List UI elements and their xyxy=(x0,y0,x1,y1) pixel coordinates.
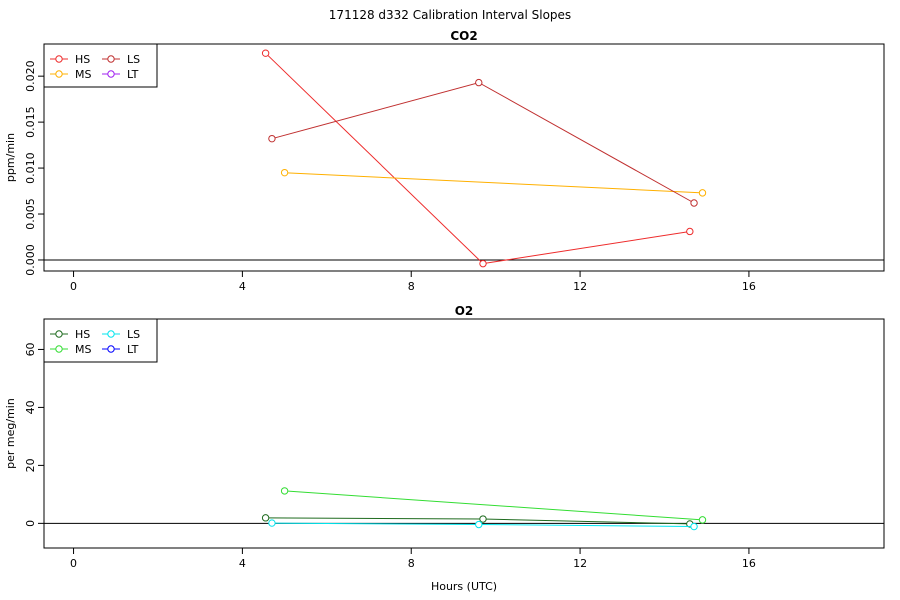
o2-data-point-hs xyxy=(261,514,270,522)
o2-legend-marker-hs xyxy=(55,330,63,338)
co2-x-tick-label: 0 xyxy=(70,280,77,293)
co2-legend-box xyxy=(43,43,158,88)
o2-data-point-ms xyxy=(280,487,289,495)
page-title: 171128 d332 Calibration Interval Slopes xyxy=(328,8,572,22)
co2-y-tick-label: 0.020 xyxy=(24,60,37,92)
co2-legend-label-hs: HS xyxy=(75,53,90,66)
co2-y-tick-label: 0.010 xyxy=(24,152,37,184)
o2-x-tick-label: 12 xyxy=(573,557,587,570)
o2-y-tick-label: 40 xyxy=(24,400,37,414)
co2-data-point-ls xyxy=(690,199,698,207)
o2-data-point-ls xyxy=(475,520,483,529)
o2-x-tick-label: 4 xyxy=(239,557,246,570)
co2-data-point-ms xyxy=(280,168,289,177)
co2-data-point-hs xyxy=(686,227,694,236)
co2-data-point-ls xyxy=(268,134,276,143)
co2-y-tick-label: 0.015 xyxy=(24,106,37,137)
o2-legend-marker-ms xyxy=(55,345,63,353)
co2-data-point-hs xyxy=(479,259,487,268)
o2-legend-marker-ls xyxy=(107,330,115,338)
o2-legend-label-lt: LT xyxy=(127,343,139,356)
o2-data-point-ms xyxy=(698,516,707,524)
co2-x-tick-label: 12 xyxy=(573,280,587,293)
o2-y-axis-label: per meg/min xyxy=(4,398,17,469)
o2-x-tick-label: 16 xyxy=(742,557,756,570)
o2-chart-title: O2 xyxy=(455,304,474,318)
co2-legend-marker-ls xyxy=(107,55,115,63)
o2-data-point-hs xyxy=(479,515,487,523)
co2-y-tick-label: 0.000 xyxy=(24,244,37,276)
o2-legend-box xyxy=(43,318,158,363)
co2-legend-marker-hs xyxy=(55,55,63,63)
co2-legend-marker-lt xyxy=(107,70,115,78)
co2-y-axis-label: ppm/min xyxy=(4,133,17,182)
o2-x-tick-label: 8 xyxy=(408,557,415,570)
co2-y-tick-label: 0.005 xyxy=(24,198,37,230)
co2-series-line-ls xyxy=(271,82,695,204)
o2-data-point-ls xyxy=(690,522,698,531)
co2-data-point-ls xyxy=(475,78,483,87)
co2-x-tick-label: 16 xyxy=(742,280,756,293)
o2-legend-label-ms: MS xyxy=(75,343,91,356)
co2-x-tick-label: 8 xyxy=(408,280,415,293)
co2-legend-label-lt: LT xyxy=(127,68,139,81)
co2-x-tick-label: 4 xyxy=(239,280,246,293)
co2-legend-label-ls: LS xyxy=(127,53,140,66)
o2-x-axis-label: Hours (UTC) xyxy=(431,580,497,593)
o2-y-tick-label: 0 xyxy=(24,520,37,527)
o2-x-tick-label: 0 xyxy=(70,557,77,570)
o2-y-tick-label: 20 xyxy=(24,458,37,472)
co2-data-point-hs xyxy=(261,49,270,57)
co2-legend-label-ms: MS xyxy=(75,68,91,81)
co2-chart-title: CO2 xyxy=(450,29,477,43)
co2-series-line-ms xyxy=(284,172,703,194)
o2-data-point-ls xyxy=(268,519,276,527)
o2-legend-label-ls: LS xyxy=(127,328,140,341)
o2-series-line-ms xyxy=(284,490,703,521)
o2-legend-label-hs: HS xyxy=(75,328,90,341)
o2-y-tick-label: 60 xyxy=(24,342,37,356)
o2-plot-frame xyxy=(43,318,885,549)
co2-data-point-ms xyxy=(698,189,707,197)
o2-legend-marker-lt xyxy=(107,345,115,353)
co2-plot-frame xyxy=(43,43,885,272)
co2-legend-marker-ms xyxy=(55,70,63,78)
